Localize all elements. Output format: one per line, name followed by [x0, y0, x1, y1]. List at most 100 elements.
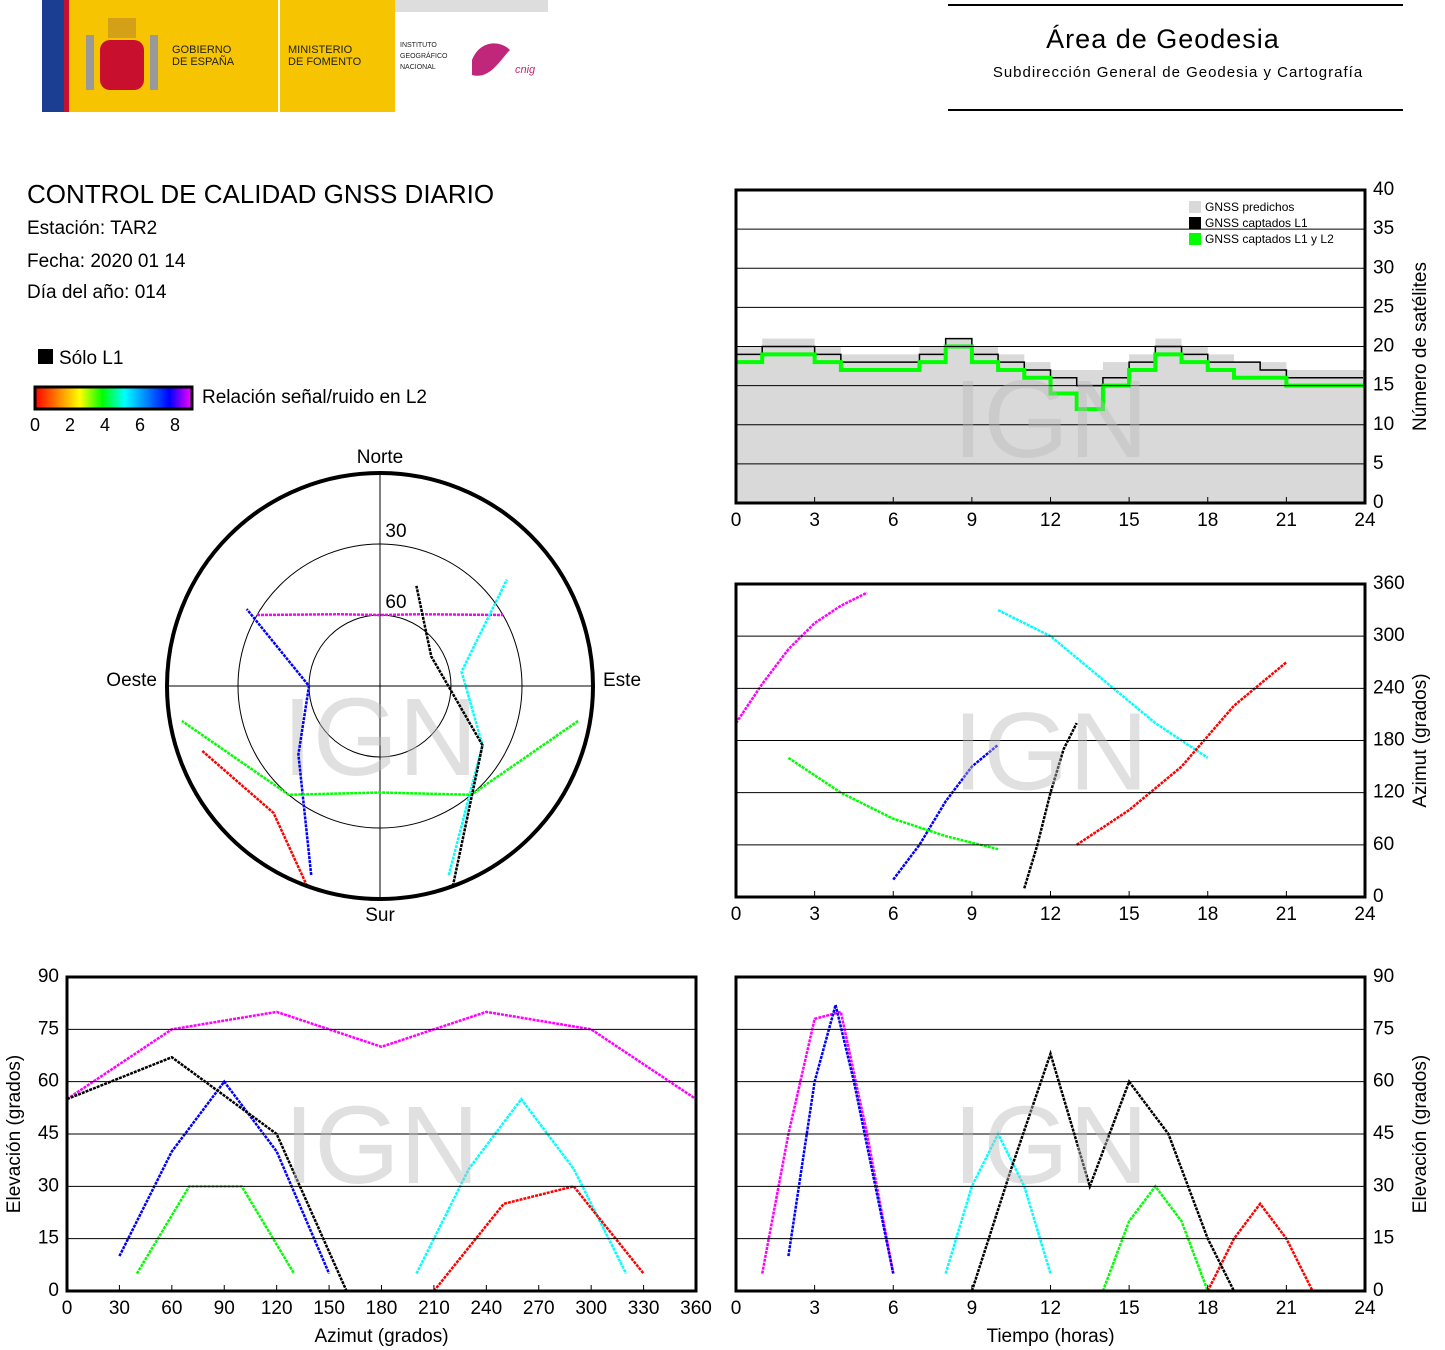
y-tick-label: 10: [1373, 414, 1394, 435]
y-tick-label: 360: [1373, 573, 1405, 594]
x-tick-label: 24: [1354, 904, 1376, 925]
colorbar-tick: 4: [100, 415, 110, 435]
y-tick-label: 300: [1373, 625, 1405, 646]
x-tick-label: 6: [888, 904, 899, 925]
watermark: IGN: [953, 691, 1149, 814]
y-tick-label: 90: [1373, 966, 1394, 987]
logo-block: [42, 0, 548, 112]
satellite-track: [201, 749, 309, 887]
colorbar: [33, 385, 194, 411]
y-axis-label: Elevación (grados): [1410, 1055, 1431, 1213]
l1-legend: Sólo L1: [59, 348, 123, 369]
y-tick-label: 0: [1373, 886, 1384, 907]
elevation-ring: [237, 543, 523, 829]
y-tick-label: 25: [1373, 296, 1394, 317]
plot-area: [736, 337, 1365, 503]
plot-frame: [734, 582, 1367, 899]
ring-label: 60: [385, 592, 406, 613]
x-tick-label: 60: [161, 1298, 182, 1319]
x-tick-label: 210: [418, 1298, 450, 1319]
watermark: IGN: [284, 1084, 480, 1207]
y-tick-label: 30: [1373, 257, 1394, 278]
x-tick-label: 330: [628, 1298, 660, 1319]
y-tick-label: 75: [38, 1018, 59, 1039]
legend-label: GNSS predichos: [1205, 200, 1294, 214]
chart: 0 15 30 45 60 75 90 0 30 60 90 120 150 180 210 240 270 30…: [4, 966, 712, 1347]
x-tick-label: 15: [1119, 1298, 1140, 1319]
x-tick-label: 6: [888, 1298, 899, 1319]
satellite-track: [257, 613, 503, 617]
y-tick-label: 15: [38, 1228, 59, 1249]
x-tick-label: 15: [1119, 510, 1140, 531]
y-tick-label: 0: [1373, 1280, 1384, 1301]
station: Estación: TAR2: [27, 218, 157, 239]
area-subtitle: Subdirección General de Geodesia y Carto…: [993, 64, 1363, 81]
x-tick-label: 0: [62, 1298, 73, 1319]
y-tick-label: 60: [1373, 834, 1394, 855]
direction-label: Oeste: [106, 670, 157, 691]
direction-label: Sur: [365, 905, 395, 926]
legend-label: GNSS captados L1: [1205, 216, 1308, 230]
colorbar-tick: 6: [135, 415, 145, 435]
y-tick-label: 60: [1373, 1071, 1394, 1092]
x-tick-label: 12: [1040, 510, 1061, 531]
x-tick-label: 21: [1276, 510, 1297, 531]
chart: 0 5 10 15 20 25 30 35 40 0 3 6 9 12 15 18 21 24 Número de …: [731, 179, 1431, 531]
coat-of-arms: [86, 18, 158, 90]
y-tick-label: 30: [1373, 1175, 1394, 1196]
y-tick-label: 15: [1373, 375, 1394, 396]
x-tick-label: 21: [1276, 1298, 1297, 1319]
y-tick-label: 45: [38, 1123, 59, 1144]
logo-text: GEOGRÁFICO: [400, 51, 448, 60]
x-tick-label: 0: [731, 1298, 742, 1319]
x-tick-label: 300: [575, 1298, 607, 1319]
y-tick-label: 60: [38, 1071, 59, 1092]
x-tick-label: 18: [1197, 1298, 1218, 1319]
x-tick-label: 3: [809, 904, 820, 925]
x-tick-label: 6: [888, 510, 899, 531]
cnig-text: cnig: [515, 64, 536, 76]
y-tick-label: 120: [1373, 782, 1405, 803]
x-tick-label: 180: [366, 1298, 398, 1319]
y-tick-label: 180: [1373, 730, 1405, 751]
y-tick-label: 40: [1373, 179, 1394, 200]
y-tick-label: 45: [1373, 1123, 1394, 1144]
legend-swatch: [1189, 217, 1201, 229]
direction-label: Este: [603, 670, 641, 691]
y-tick-label: 20: [1373, 336, 1394, 357]
satellite-track: [245, 608, 313, 876]
satellite-track: [135, 1185, 296, 1275]
x-tick-label: 24: [1354, 1298, 1376, 1319]
x-axis-label: Azimut (grados): [314, 1326, 448, 1347]
x-tick-label: 9: [967, 1298, 978, 1319]
watermark: IGN: [953, 1084, 1149, 1207]
y-tick-label: 15: [1373, 1228, 1394, 1249]
x-tick-label: 15: [1119, 904, 1140, 925]
logo-text: GOBIERNO: [172, 44, 232, 56]
satellite-track: [997, 608, 1209, 759]
y-tick-label: 35: [1373, 218, 1394, 239]
direction-label: Norte: [357, 447, 403, 468]
y-tick-label: 0: [48, 1280, 59, 1301]
colorbar-tick: 2: [65, 415, 75, 435]
chart: 0 60 120 180 240 300 360 0 3 6 9 12 15 18 21 24 Azimut (…: [731, 573, 1431, 925]
area-title: Área de Geodesia: [1046, 24, 1280, 54]
satellite-track: [1206, 1201, 1314, 1291]
colorbar-tick: 0: [30, 415, 40, 435]
x-tick-label: 150: [313, 1298, 345, 1319]
watermark: IGN: [282, 676, 478, 799]
x-tick-label: 12: [1040, 1298, 1061, 1319]
satellite-track: [415, 1097, 628, 1275]
plot-frame: [734, 188, 1367, 505]
satellite-track: [787, 1004, 895, 1274]
x-tick-label: 18: [1197, 904, 1218, 925]
y-tick-label: 90: [38, 966, 59, 987]
satellite-track: [736, 591, 868, 724]
legend-swatch: [1189, 233, 1201, 245]
flag-strip: [42, 0, 64, 112]
logo-text: MINISTERIO: [288, 44, 353, 56]
logo-text: INSTITUTO: [400, 42, 437, 49]
area-series: [736, 338, 1365, 503]
satellite-track: [415, 585, 484, 887]
